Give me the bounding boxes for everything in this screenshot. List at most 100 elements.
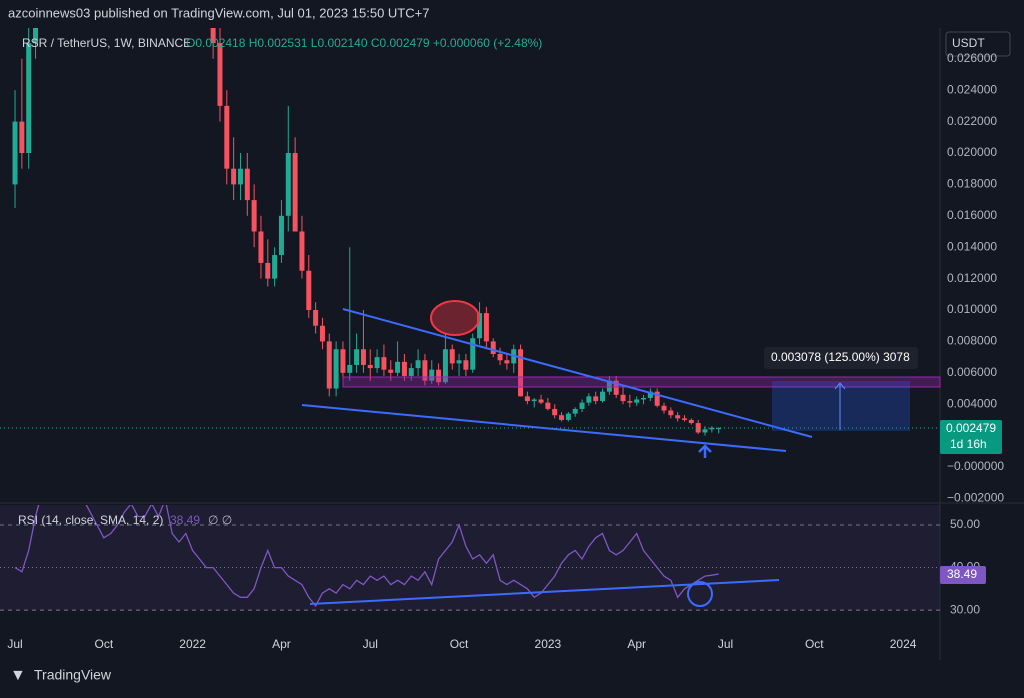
candle-body	[647, 391, 653, 398]
candle-body	[606, 380, 612, 392]
candle-body	[313, 310, 319, 326]
candle-body	[620, 394, 626, 402]
candle-body	[675, 415, 681, 419]
candle-body	[285, 152, 291, 216]
measure-arrow-head	[834, 382, 846, 390]
candle-body	[278, 215, 284, 256]
x-tick-label: Jul	[718, 637, 733, 651]
candle-body	[695, 423, 701, 433]
y-tick-label: 0.012000	[947, 271, 997, 285]
candle-body	[367, 364, 373, 369]
candle-body	[552, 408, 558, 416]
candle-body	[26, 43, 32, 153]
candle-body	[251, 200, 257, 232]
candle-body	[627, 401, 633, 403]
candle-body	[395, 361, 401, 373]
y-tick-label: 0.026000	[947, 51, 997, 65]
candle-body	[333, 349, 339, 389]
candle-body	[217, 43, 223, 106]
rsi-label-box	[940, 566, 986, 584]
legend-rsi: RSI (14, close, SMA, 14, 2)	[18, 513, 163, 527]
candle-body	[579, 402, 585, 409]
candle-body	[415, 360, 421, 369]
y-tick-label: 0.008000	[947, 334, 997, 348]
candle-body	[702, 429, 708, 433]
candle-body	[360, 349, 366, 365]
lower-trendline	[301, 404, 787, 452]
legend-symbol: RSR / TetherUS, 1W, BINANCE	[22, 36, 191, 50]
candle-body	[388, 369, 394, 373]
candle-body	[429, 369, 435, 381]
y-tick-label: 50.00	[950, 517, 980, 531]
y-tick-label: 0.006000	[947, 365, 997, 379]
candle-body	[524, 396, 530, 402]
candle-body	[483, 313, 489, 342]
candle-body	[709, 427, 715, 430]
candle-body	[381, 357, 387, 370]
highlight-circle	[430, 300, 480, 336]
y-tick-label: 0.020000	[947, 145, 997, 159]
y-tick-label: 0.010000	[947, 302, 997, 316]
y-tick-label: 0.016000	[947, 208, 997, 222]
legend-rsi-value: 38.49	[170, 513, 200, 527]
brand-mark: ▼	[10, 667, 26, 684]
price-label: 0.002479	[946, 421, 996, 435]
x-tick-label: 2023	[535, 637, 562, 651]
price-pane	[12, 28, 722, 436]
candle-body	[716, 428, 722, 430]
candle-body	[477, 313, 483, 339]
candle-body	[12, 121, 18, 185]
candle-body	[545, 402, 551, 409]
candle-body	[265, 262, 271, 279]
currency-box	[945, 31, 1011, 57]
candle-body	[299, 231, 305, 271]
candle-body	[422, 360, 428, 381]
rsi-trendline	[309, 579, 780, 605]
candle-body	[244, 168, 250, 201]
rsi-circle	[687, 581, 713, 607]
brand: TradingView	[34, 667, 112, 683]
y-tick-label: 0.018000	[947, 177, 997, 191]
candle-body	[237, 168, 243, 185]
rsi-pane	[0, 505, 940, 611]
rsi-line	[14, 505, 719, 608]
candle-body	[565, 413, 571, 420]
price-label-box	[940, 420, 1002, 454]
candle-body	[600, 391, 606, 402]
candle-body	[641, 397, 647, 400]
y-tick-label: 30.00	[950, 602, 980, 616]
candle-body	[668, 410, 674, 416]
x-tick-label: 2024	[890, 637, 917, 651]
candle-body	[258, 231, 264, 263]
candle-body	[340, 349, 346, 373]
rsi-label: 38.49	[947, 567, 977, 581]
candle-body	[586, 396, 592, 403]
candle-body	[272, 255, 278, 279]
candle-body	[572, 408, 578, 414]
currency: USDT	[952, 36, 985, 50]
candle-body	[470, 338, 476, 370]
y-tick-label: 0.022000	[947, 114, 997, 128]
legend-ohlc: O0.002418 H0.002531 L0.002140 C0.002479 …	[186, 36, 542, 50]
x-tick-label: Apr	[627, 637, 646, 651]
candle-body	[531, 399, 537, 402]
candle-body	[634, 399, 640, 403]
x-tick-label: Oct	[450, 637, 469, 651]
x-tick-label: Jul	[363, 637, 378, 651]
x-tick-label: Apr	[272, 637, 291, 651]
candle-body	[401, 361, 407, 376]
candle-body	[319, 325, 325, 342]
measure-label: 0.003078 (125.00%) 3078	[771, 350, 910, 364]
candle-body	[538, 399, 544, 403]
x-tick-label: 2022	[179, 637, 206, 651]
candle-body	[374, 357, 380, 369]
candle-body	[456, 360, 462, 364]
candle-body	[463, 360, 469, 370]
candle-body	[490, 341, 496, 354]
countdown: 1d 16h	[950, 437, 987, 451]
candle-body	[224, 105, 230, 169]
candle-body	[654, 391, 660, 406]
candle-body	[354, 349, 360, 365]
measure-label-box	[764, 347, 918, 369]
